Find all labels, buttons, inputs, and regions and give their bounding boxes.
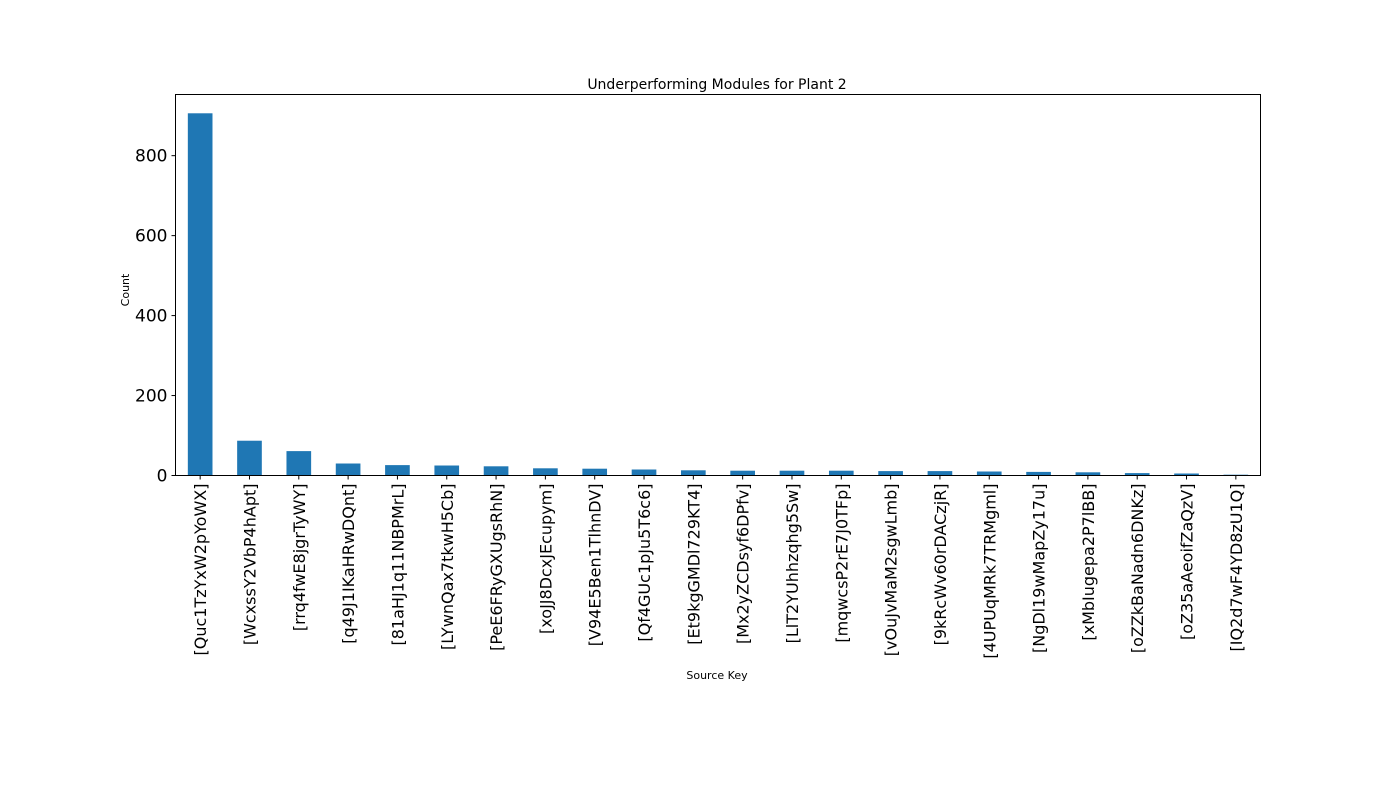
y-tick-label: 800 [135, 147, 167, 167]
x-tick-label: [q49J1IKaHRwDQnt] [339, 484, 358, 644]
bars-group [187, 113, 1249, 476]
y-tick-label: 200 [135, 387, 167, 407]
bar [1075, 472, 1101, 476]
bar [434, 465, 460, 476]
x-tick-label: [Qf4GUc1pJu5T6c6] [635, 484, 654, 642]
bar [286, 451, 312, 476]
y-tick-label: 600 [135, 227, 167, 247]
bar [927, 471, 953, 476]
bar [878, 471, 903, 476]
x-tick-label: [mqwcsP2rE7J0TFp] [832, 484, 851, 643]
bar [828, 470, 854, 476]
bar [533, 468, 558, 476]
plot-frame [175, 94, 1261, 476]
bar [582, 468, 608, 476]
bar [385, 465, 410, 476]
chart-title: Underperforming Modules for Plant 2 [587, 77, 846, 93]
x-tick-label: [xMbIugepa2P7lBB] [1079, 484, 1098, 641]
bar [779, 470, 805, 476]
x-tick-label: [IQ2d7wF4YD8zU1Q] [1227, 484, 1246, 652]
x-tick-label: [oZZkBaNadn6DNKz] [1128, 484, 1147, 654]
y-axis-label: Count [119, 273, 132, 306]
x-tick-label: [4UPUqMRk7TRMgml] [980, 484, 999, 659]
x-tick-label: [9kRcWv60rDACzjR] [931, 484, 950, 646]
x-tick-label: [LlT2YUhhzqhg5Sw] [783, 484, 802, 644]
x-tick-label: [xoJJ8DcxJEcupym] [536, 484, 555, 634]
x-axis-ticks: [Quc1TzYxW2pYoWX] [WcxssY2VbP4hApt] [rrq4f… [191, 475, 1246, 659]
bar [187, 113, 213, 476]
bar [976, 471, 1002, 476]
x-tick-label: [PeE6FRyGXUgsRhN] [487, 484, 506, 651]
bar [483, 466, 509, 476]
x-tick-label: [rrq4fwE8jgrTyWY] [290, 484, 309, 632]
x-tick-label: [81aHJ1q11NBPMrL] [388, 484, 407, 646]
y-tick-label: 400 [135, 307, 167, 327]
x-tick-label: [vOuJvMaM2sgwLmb] [882, 484, 901, 657]
x-tick-label: [oZ35aAeoifZaQzV] [1178, 484, 1197, 640]
bar [237, 440, 262, 476]
bar [1124, 473, 1150, 476]
x-tick-label: [LYwnQax7tkwH5Cb] [438, 484, 457, 650]
x-tick-label: [Quc1TzYxW2pYoWX] [191, 484, 210, 656]
x-tick-label: [WcxssY2VbP4hApt] [240, 484, 259, 646]
bar [335, 463, 361, 476]
x-tick-label: [Et9kgGMDl729KT4] [684, 484, 703, 645]
bar [631, 469, 657, 476]
x-tick-label: [V94E5Ben1TlhnDV] [586, 484, 605, 647]
x-tick-label: [NgDl19wMapZy17u] [1030, 484, 1049, 654]
x-tick-label: [Mx2yZCDsyf6DPfv] [734, 484, 753, 645]
bar [681, 470, 706, 476]
bar [1026, 471, 1051, 476]
y-tick-label: 0 [157, 467, 168, 487]
bar [730, 470, 755, 476]
bar [1174, 473, 1199, 476]
y-axis-ticks: 0 200 400 600 800 [135, 147, 176, 487]
x-axis-label: Source Key [686, 669, 748, 682]
